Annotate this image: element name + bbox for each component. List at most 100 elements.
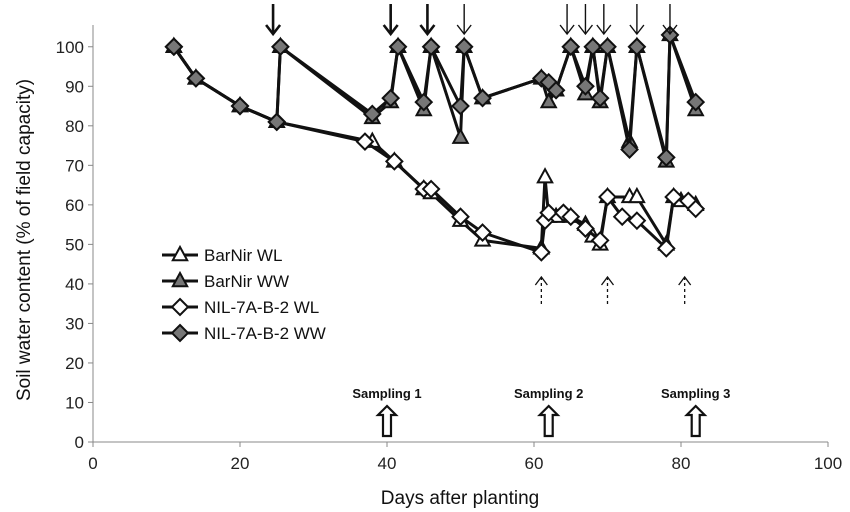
data-point [590,231,610,250]
data-point [539,203,559,223]
data-point [186,68,206,88]
y-tick-label: 20 [65,354,84,373]
x-axis-title: Days after planting [381,488,539,509]
legend: BarNir WL BarNir WW NIL-7A-B-2 WL NIL-7A-B-… [162,244,326,343]
irrigation-arrow [662,4,678,36]
legend-item-4: NIL-7A-B-2 WW [162,323,326,343]
data-point [561,207,581,227]
data-point [362,104,382,124]
series-layer [164,24,706,262]
data-point [230,96,250,116]
y-axis-title: Soil water content (% of field capacity) [14,79,35,401]
data-point [628,186,646,204]
y-tick-label: 10 [65,393,84,412]
dashed-arrow-head [678,275,692,286]
irrigation-arrow-head [596,24,612,36]
y-tick-label: 30 [65,314,84,333]
data-point [656,148,676,167]
irrigation-arrow [596,4,612,36]
irrigation-arrow [382,4,399,37]
dashed-arrow [600,275,615,304]
data-point [539,92,558,109]
y-tick-label: 40 [65,275,84,294]
data-point [590,88,610,108]
data-point [598,187,617,207]
data-point [381,88,401,108]
axes: 0 20 40 60 80 100 0 10 20 30 40 50 60 70 80 90 100 [56,25,842,473]
data-point [414,92,434,112]
irrigation-arrow-head [382,24,399,37]
series-3 [164,37,706,262]
data-point [454,37,474,57]
y-tick-label: 80 [65,117,84,136]
data-point [384,151,404,171]
dashed-arrow [534,275,548,304]
sampling-arrow [375,404,399,438]
irrigation-arrow-head [456,24,472,36]
irrigation-arrow-head [662,24,678,36]
data-point [473,223,492,242]
legend-marker [170,297,190,317]
data-point [583,37,603,57]
dashed-arrow-head [600,275,615,286]
data-point [664,187,684,207]
x-tick-label: 40 [378,454,397,473]
legend-item-2: BarNir WW [162,270,289,291]
y-tick-label: 100 [56,38,84,57]
legend-label: BarNir WW [204,272,289,291]
series-line [172,45,697,254]
sampling-marker-2: Sampling 2 [514,386,583,438]
x-tick-label: 60 [525,454,544,473]
legend-marker [170,323,190,343]
legend-label: BarNir WL [204,246,282,265]
data-point [598,37,617,57]
data-point [576,76,595,96]
dashed-arrow-head [534,275,548,286]
series-line [172,33,698,159]
legend-label: NIL-7A-B-2 WL [204,298,319,317]
data-point [576,219,595,238]
data-point [271,37,290,57]
sampling-arrow [684,404,708,438]
sampling-marker-3: Sampling 3 [661,386,730,438]
irrigation-arrow-head [419,24,436,37]
data-point [612,207,632,227]
irrigation-arrow [577,4,594,36]
data-point [473,88,492,108]
data-point [164,37,184,57]
data-point [421,179,441,199]
data-point [388,37,408,57]
data-point [627,37,647,57]
sampling-marker-1: Sampling 1 [352,386,422,438]
data-point [686,199,706,219]
data-point [451,96,470,116]
irrigation-arrow-head [559,24,575,36]
sampling-label: Sampling 3 [661,386,730,401]
irrigation-arrow-head [629,24,645,36]
legend-marker [171,270,189,288]
irrigation-arrow [629,4,645,36]
x-tick-label: 0 [88,454,97,473]
legend-label: NIL-7A-B-2 WW [204,324,326,343]
data-point [686,92,706,112]
data-point [536,167,554,184]
data-point [546,80,566,100]
annotations: Sampling 1 Sampling 2 Sampling 3 [265,4,730,438]
legend-item-3: NIL-7A-B-2 WL [162,297,319,317]
sampling-label: Sampling 1 [352,386,421,401]
irrigation-arrow-head [577,24,594,36]
y-tick-label: 70 [65,156,84,175]
y-tick-label: 0 [75,433,84,452]
irrigation-arrow-head [265,24,282,37]
data-point [627,211,647,231]
irrigation-arrow [419,4,436,37]
irrigation-arrow [456,4,472,36]
data-point [267,112,287,132]
data-point [355,132,375,152]
y-tick-label: 90 [65,77,84,96]
irrigation-arrow [265,4,282,37]
data-point [451,207,470,227]
data-point [531,242,551,262]
data-point [656,238,676,258]
